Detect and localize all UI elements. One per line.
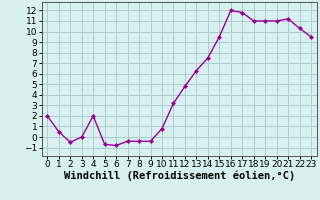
X-axis label: Windchill (Refroidissement éolien,°C): Windchill (Refroidissement éolien,°C) <box>64 171 295 181</box>
